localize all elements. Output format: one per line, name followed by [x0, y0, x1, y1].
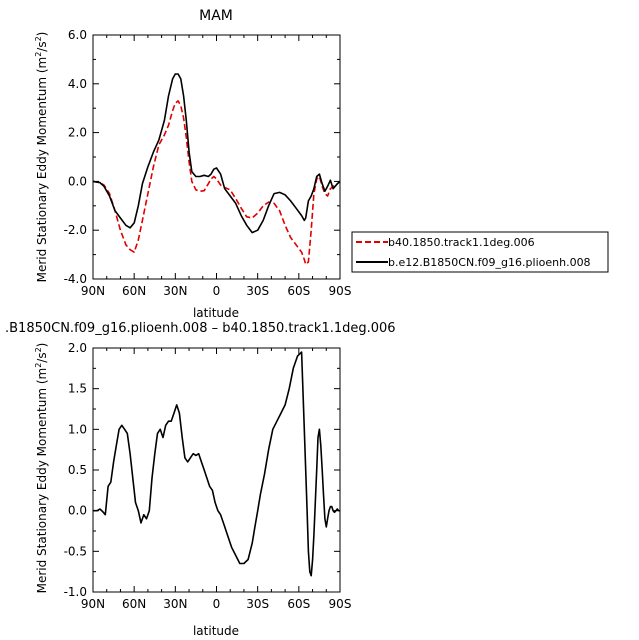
bottom-chart-title: .B1850CN.f09_g16.plioenh.008 – b40.1850.…	[5, 321, 396, 336]
bottom-chart-y-tick-label: 2.0	[68, 341, 87, 355]
top-chart-x-tick-label: 60S	[287, 284, 310, 298]
top-chart-x-tick-label: 30S	[246, 284, 269, 298]
top-chart-y-tick-label: 6.0	[68, 28, 87, 42]
bottom-chart-x-tick-label: 90N	[81, 597, 105, 611]
bottom-chart-y-tick-label: 0.0	[68, 504, 87, 518]
top-chart-y-tick-label: 4.0	[68, 77, 87, 91]
top-chart-title: MAM	[199, 8, 233, 24]
top-chart: MAM 90N 60N 30N 0 30S 60S 90S -4.0 -2.0 0.0 2.0 4.0…	[34, 8, 609, 320]
bottom-chart: .B1850CN.f09_g16.plioenh.008 – b40.1850.…	[5, 321, 396, 638]
bottom-chart-x-tick-label: 90S	[329, 597, 352, 611]
legend-label-series-1: b40.1850.track1.1deg.006	[388, 236, 535, 249]
top-chart-series-1-line	[93, 100, 340, 266]
top-chart-y-tick-label: 0.0	[68, 174, 87, 188]
bottom-chart-x-tick-label: 30S	[246, 597, 269, 611]
top-chart-series-2-line	[93, 73, 340, 234]
bottom-chart-x-tick-label: 60S	[287, 597, 310, 611]
top-chart-frame	[92, 34, 341, 280]
bottom-chart-y-tick-label: 1.5	[68, 382, 87, 396]
bottom-chart-x-tick-label: 60N	[122, 597, 146, 611]
bottom-chart-y-tick-label: 0.5	[68, 463, 87, 477]
top-chart-x-tick-label: 30N	[163, 284, 187, 298]
bottom-chart-y-axis-label: Merid Stationary Eddy Momentum (m2/s2)	[34, 343, 49, 594]
bottom-chart-x-tick-label: 30N	[163, 597, 187, 611]
bottom-chart-x-axis-label: latitude	[193, 624, 239, 638]
top-chart-y-axis-label: Merid Stationary Eddy Momentum (m2/s2)	[34, 32, 49, 283]
top-chart-legend: b40.1850.track1.1deg.006 b.e12.B1850CN.f…	[351, 231, 609, 273]
top-chart-x-tick-label: 90S	[329, 284, 352, 298]
top-chart-x-tick-label: 0	[213, 284, 221, 298]
bottom-chart-series-1-line	[93, 351, 340, 577]
bottom-chart-y-tick-label: -1.0	[64, 585, 87, 599]
top-chart-x-tick-label: 60N	[122, 284, 146, 298]
top-chart-y-tick-label: -2.0	[64, 223, 87, 237]
top-chart-y-tick-label: 2.0	[68, 126, 87, 140]
bottom-chart-y-tick-label: 1.0	[68, 422, 87, 436]
top-chart-x-tick-label: 90N	[81, 284, 105, 298]
top-chart-y-tick-label: -4.0	[64, 272, 87, 286]
bottom-chart-plot-area: 90N 60N 30N 0 30S 60S 90S -1.0 -0.5 0.0 0.5 1.0 1.5 2…	[64, 341, 352, 611]
top-chart-plot-area: 90N 60N 30N 0 30S 60S 90S -4.0 -2.0 0.0 2.0 4.0 6.0	[64, 28, 352, 298]
top-chart-x-axis-label: latitude	[193, 306, 239, 320]
bottom-chart-x-tick-label: 0	[213, 597, 221, 611]
legend-box	[351, 231, 609, 273]
bottom-chart-y-tick-label: -0.5	[64, 544, 87, 558]
legend-label-series-2: b.e12.B1850CN.f09_g16.plioenh.008	[388, 256, 591, 269]
